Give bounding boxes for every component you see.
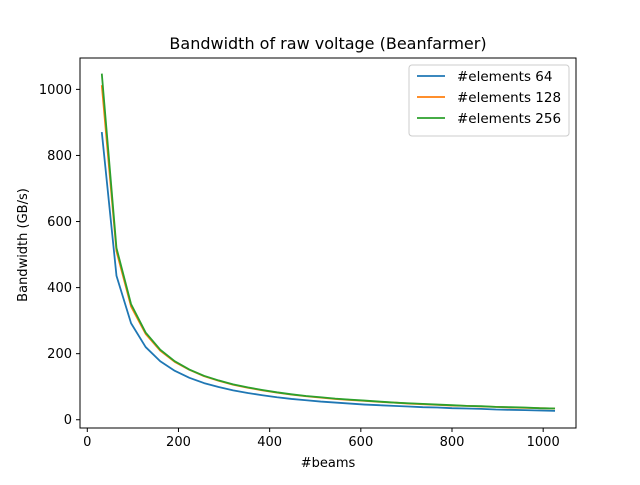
y-tick-label: 0: [64, 413, 72, 428]
legend-label-3: #elements 256: [457, 111, 561, 127]
legend: #elements 64 #elements 128 #elements 256: [408, 64, 570, 137]
y-tick-label: 800: [47, 149, 72, 164]
y-tick-label: 1000: [39, 83, 72, 98]
y-tick-label: 400: [47, 281, 72, 296]
series-line-3: [100, 73, 556, 410]
x-tick-label: 1000: [527, 435, 560, 450]
series-line-1: [100, 132, 556, 412]
x-tick-label: 400: [257, 435, 282, 450]
axes-frame: [79, 57, 577, 429]
chart-title: Bandwidth of raw voltage (Beanfarmer): [169, 34, 486, 53]
legend-box: [408, 64, 570, 137]
x-tick-label: 0: [83, 435, 91, 450]
y-axis-label: Bandwidth (GB/s): [16, 188, 31, 302]
x-tick-label: 200: [166, 435, 191, 450]
y-tick-label: 600: [47, 215, 72, 230]
x-tick-label: 600: [348, 435, 373, 450]
x-tick-label: 800: [440, 435, 465, 450]
plot-area: 0 200 400 600 800 1000 0 200 400 600 800 1000: [39, 57, 577, 450]
x-axis-label: #beams: [301, 456, 356, 471]
legend-label-1: #elements 64: [457, 69, 552, 85]
legend-label-2: #elements 128: [457, 90, 561, 106]
y-tick-label: 200: [47, 347, 72, 362]
